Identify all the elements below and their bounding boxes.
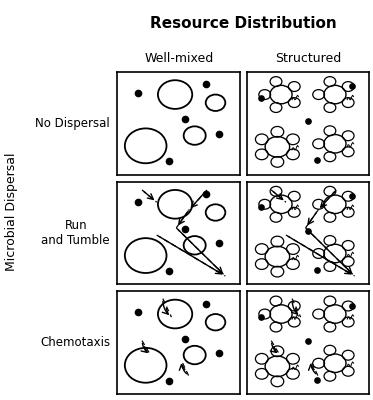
Text: Resource Distribution: Resource Distribution xyxy=(150,16,337,31)
Text: Structured: Structured xyxy=(275,52,341,64)
Text: Microbial Dispersal: Microbial Dispersal xyxy=(5,152,18,271)
Text: Chemotaxis: Chemotaxis xyxy=(40,336,110,349)
Text: Run
and Tumble: Run and Tumble xyxy=(41,219,110,247)
Text: Well-mixed: Well-mixed xyxy=(144,52,213,64)
Text: No Dispersal: No Dispersal xyxy=(35,117,110,130)
